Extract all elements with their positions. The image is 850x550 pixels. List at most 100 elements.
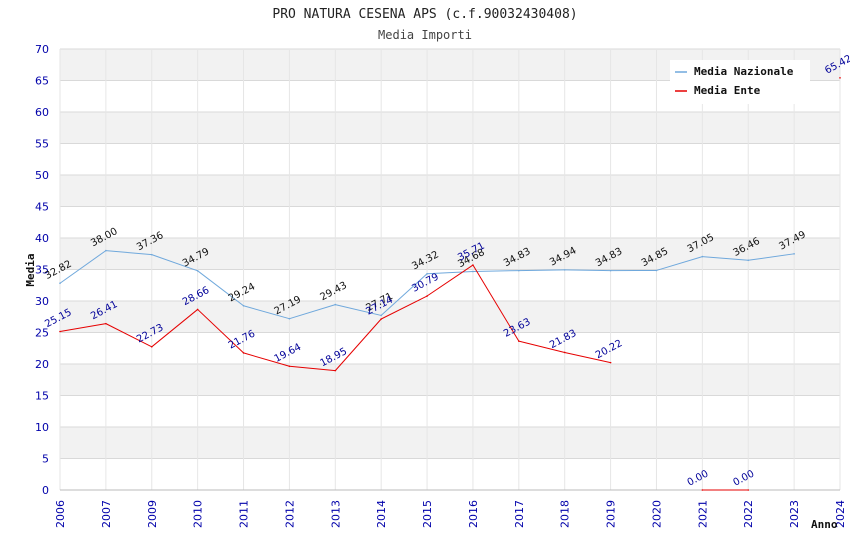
data-point-media-ente xyxy=(334,369,337,372)
line-segment-media-nazionale xyxy=(197,270,244,307)
line-segment-media-nazionale xyxy=(748,253,795,261)
x-tick-label: 2023 xyxy=(788,500,801,528)
line-segment-media-ente xyxy=(380,295,428,320)
data-point-media-nazionale xyxy=(747,259,750,262)
data-point-media-ente xyxy=(288,365,291,368)
data-point-media-ente xyxy=(105,322,107,325)
legend-label-media-ente: Media Ente xyxy=(694,84,761,97)
grid-band xyxy=(60,395,840,427)
y-tick-label: 45 xyxy=(35,201,49,214)
x-tick-label: 2012 xyxy=(283,500,296,528)
data-point-media-nazionale xyxy=(701,255,704,258)
legend-label-media-nazionale: Media Nazionale xyxy=(694,65,794,78)
data-point-media-nazionale xyxy=(472,270,474,273)
data-point-media-ente xyxy=(426,295,428,297)
grid-band xyxy=(60,427,840,459)
grid-band xyxy=(60,175,840,207)
x-tick-label: 2007 xyxy=(100,500,113,528)
line-segment-media-nazionale xyxy=(380,273,428,316)
grid-band xyxy=(60,301,840,333)
x-tick-label: 2020 xyxy=(650,500,663,528)
plot-background xyxy=(60,49,840,490)
data-point-media-ente xyxy=(380,318,382,320)
data-point-media-nazionale xyxy=(59,282,61,285)
line-segment-media-nazionale xyxy=(243,305,290,320)
x-tick-label: 2016 xyxy=(467,500,480,528)
data-point-media-nazionale xyxy=(518,269,520,272)
line-segment-media-nazionale xyxy=(702,256,749,261)
y-tick-label: 25 xyxy=(35,327,49,340)
y-tick-label: 10 xyxy=(35,421,49,434)
x-tick-label: 2006 xyxy=(54,500,67,528)
y-tick-label: 55 xyxy=(35,138,49,151)
data-point-media-ente xyxy=(196,308,199,311)
x-tick-label: 2013 xyxy=(329,500,342,528)
line-segment-media-ente xyxy=(151,309,198,348)
data-point-media-nazionale xyxy=(380,314,382,317)
data-point-media-nazionale xyxy=(196,270,199,272)
data-point-media-nazionale xyxy=(334,303,337,306)
series-lines xyxy=(59,77,841,491)
x-tick-label: 2015 xyxy=(421,500,434,528)
grid-band xyxy=(60,206,840,238)
data-point-media-ente xyxy=(59,330,61,333)
line-segment-media-ente xyxy=(334,318,382,371)
x-tick-label: 2011 xyxy=(238,500,251,528)
line-segment-media-ente xyxy=(59,323,106,333)
x-tick-label: 2009 xyxy=(146,500,159,528)
x-tick-label: 2021 xyxy=(696,500,709,528)
gridlines xyxy=(59,48,841,491)
x-tick-label: 2024 xyxy=(834,500,847,528)
grid-band xyxy=(60,112,840,144)
y-tick-label: 35 xyxy=(35,264,49,277)
data-point-media-ente xyxy=(701,489,704,491)
y-tick-label: 65 xyxy=(35,75,49,88)
data-point-media-ente xyxy=(839,77,841,79)
chart-subtitle: Media Importi xyxy=(378,28,472,42)
data-point-media-ente xyxy=(150,346,153,348)
chart-title: PRO NATURA CESENA APS (c.f.90032430408) xyxy=(272,7,577,22)
x-tick-label: 2017 xyxy=(513,500,526,528)
line-segment-media-nazionale xyxy=(59,250,107,284)
y-axis-ticks: 0 5 10 15 20 25 30 35 40 45 50 55 60 65 70 xyxy=(35,43,49,497)
line-segment-media-ente xyxy=(426,264,474,297)
legend-box xyxy=(670,60,810,104)
line-segment-media-ente xyxy=(289,365,336,372)
line-segment-media-nazionale xyxy=(472,270,519,273)
x-tick-label: 2018 xyxy=(559,500,572,528)
grid-band xyxy=(60,238,840,270)
line-segment-media-ente xyxy=(518,340,565,353)
data-point-media-ente xyxy=(518,340,520,342)
grid-band xyxy=(60,364,840,396)
line-segment-media-ente xyxy=(105,323,152,348)
line-segment-media-nazionale xyxy=(289,304,336,320)
line-segment-media-ente xyxy=(564,351,611,364)
x-tick-label: 2019 xyxy=(605,500,618,528)
line-segment-media-nazionale xyxy=(105,250,152,256)
data-point-media-nazionale xyxy=(609,269,612,272)
data-point-media-ente xyxy=(563,351,566,354)
line-segment-media-nazionale xyxy=(564,269,611,272)
y-tick-label: 50 xyxy=(35,169,49,182)
data-point-media-nazionale xyxy=(426,272,428,275)
line-segment-media-ente xyxy=(197,309,244,354)
x-tick-label: 2010 xyxy=(192,500,205,528)
data-point-media-nazionale xyxy=(150,253,153,256)
grid-band xyxy=(60,143,840,175)
data-point-media-nazionale xyxy=(793,253,795,255)
x-axis-title: Anno xyxy=(811,518,838,531)
data-point-media-nazionale xyxy=(242,304,245,307)
line-segment-media-nazionale xyxy=(427,271,473,275)
data-point-media-ente xyxy=(242,352,245,354)
x-tick-label: 2014 xyxy=(375,500,388,528)
line-segment-media-ente xyxy=(243,352,290,367)
grid-band xyxy=(60,332,840,364)
legend: Media Nazionale Media Ente xyxy=(670,60,810,104)
y-tick-label: 30 xyxy=(35,295,49,308)
grid-band xyxy=(60,269,840,301)
line-segment-media-nazionale xyxy=(151,254,198,272)
data-point-media-ente xyxy=(472,264,474,266)
data-point-media-nazionale xyxy=(288,317,291,320)
y-tick-label: 20 xyxy=(35,358,49,371)
